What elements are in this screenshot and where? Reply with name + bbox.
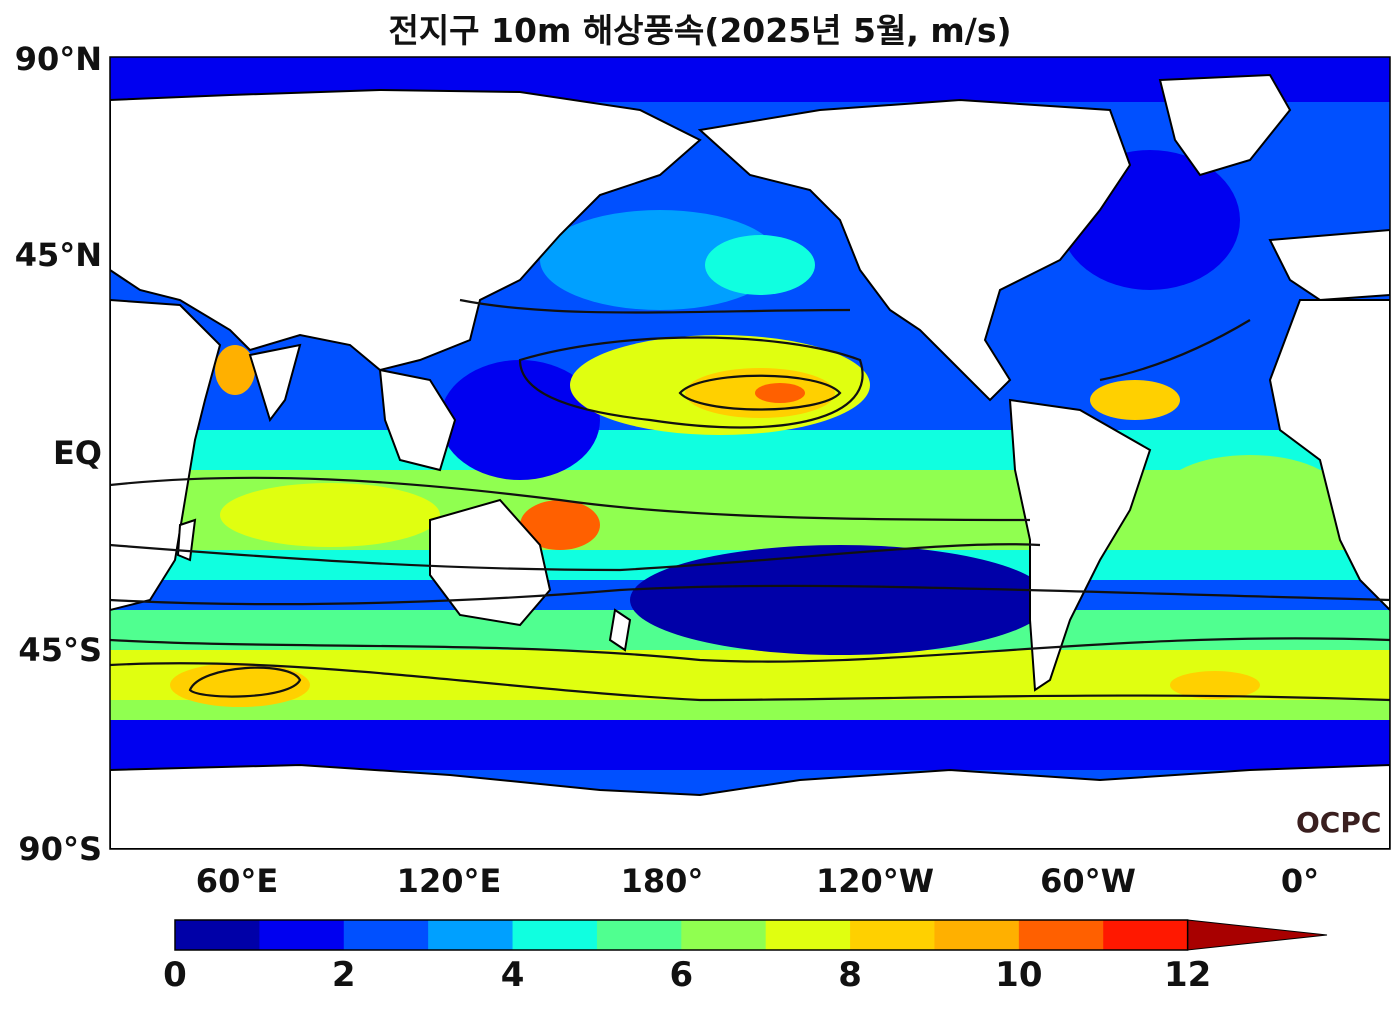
india xyxy=(248,343,302,423)
africa xyxy=(110,298,222,612)
colorbar-segment xyxy=(681,920,767,950)
new-zealand xyxy=(608,608,632,652)
colorbar-tick-label: 12 xyxy=(1163,955,1212,995)
calm-west-pacific xyxy=(440,360,600,480)
colorbar-segment xyxy=(934,920,1020,950)
greenland xyxy=(1158,73,1292,177)
colorbar-tick-label: 0 xyxy=(163,955,187,995)
colorbar-segment xyxy=(850,920,935,950)
colorbar-segment xyxy=(596,920,682,950)
contour-4-south xyxy=(110,637,1390,663)
australia xyxy=(429,498,552,627)
x-axis-label: 60°E xyxy=(195,862,279,900)
x-axis-label: 60°W xyxy=(1040,862,1136,900)
southeast-asia xyxy=(378,368,457,472)
contour-6-north-pacific xyxy=(518,336,864,429)
coral-sea-core xyxy=(520,500,600,550)
arabian-sea-core xyxy=(215,345,255,395)
south-indian-storm-core xyxy=(170,663,310,707)
x-axis-label: 0° xyxy=(1280,862,1320,900)
map-title: 전지구 10m 해상풍속(2025년 5월, m/s) xyxy=(388,11,1012,50)
colorbar-frame xyxy=(174,919,1189,951)
europe xyxy=(1268,228,1390,302)
contour-4-north xyxy=(459,298,851,314)
africa-west xyxy=(1268,299,1390,612)
colorbar-tick-label: 6 xyxy=(669,955,694,995)
contour-8-north-pacific xyxy=(678,374,842,411)
y-axis-label: 90°N xyxy=(14,40,102,78)
north-america xyxy=(697,98,1132,402)
land-masses xyxy=(110,73,1390,849)
south-atlantic-storm-core xyxy=(1170,671,1260,699)
south-america xyxy=(1008,398,1152,692)
colorbar-segment xyxy=(259,920,345,950)
map-frame xyxy=(109,56,1391,850)
trade-north-atlantic xyxy=(1090,380,1180,420)
contour-6-north-atlantic xyxy=(1099,319,1251,382)
calm-south-pacific xyxy=(630,545,1050,655)
trade-south-atlantic xyxy=(1160,455,1340,535)
colorbar-segment xyxy=(765,920,851,950)
contour-2-south xyxy=(110,584,1390,606)
ocean-antarctic-margin xyxy=(110,720,1390,770)
contour-6-tropics xyxy=(110,476,1031,522)
y-axis-label: 45°N xyxy=(14,236,102,274)
trade-indian-ocean xyxy=(220,483,440,547)
colorbar-tick-label: 10 xyxy=(995,955,1043,995)
colorbar-segment xyxy=(1018,920,1104,950)
contour-lines xyxy=(110,298,1390,702)
x-axis-label: 120°W xyxy=(815,862,935,900)
ocean-south-belt-c xyxy=(110,700,1390,720)
colorbar xyxy=(174,919,1328,951)
ocpc-logo: OCPC xyxy=(1296,806,1382,839)
colorbar-segment xyxy=(428,920,514,950)
trade-peak-north-pacific xyxy=(755,383,805,403)
y-axis-label: EQ xyxy=(52,434,102,472)
contour-8-south-indian xyxy=(188,666,302,698)
colorbar-tick-label: 4 xyxy=(500,955,525,995)
x-axis-label: 120°E xyxy=(396,862,502,900)
eurasia xyxy=(110,88,702,372)
map-field xyxy=(110,57,1390,849)
y-axis-label: 90°S xyxy=(18,830,102,868)
colorbar-extend-arrow xyxy=(1187,919,1328,951)
colorbar-segment xyxy=(175,920,260,950)
x-axis-label: 180° xyxy=(620,862,704,900)
colorbar-tick-label: 8 xyxy=(838,955,862,995)
colorbar-segment xyxy=(343,920,429,950)
colorbar-segment xyxy=(512,920,598,950)
colorbar-segment xyxy=(1103,920,1189,950)
contour-6-south xyxy=(110,662,1390,702)
colorbar-tick-label: 2 xyxy=(331,955,356,995)
antarctica xyxy=(110,763,1390,849)
north-pacific-high xyxy=(705,235,815,295)
contour-4-tropics xyxy=(110,543,1041,572)
y-axis-label: 45°S xyxy=(18,631,102,669)
